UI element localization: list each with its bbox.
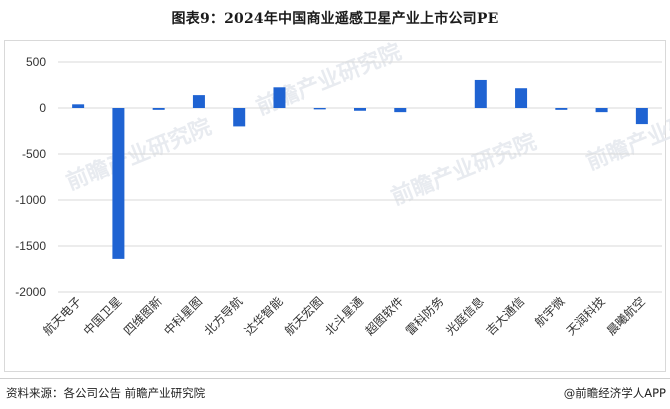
y-tick-label: -1500 bbox=[15, 239, 46, 253]
x-tick-label: 晨曦航空 bbox=[603, 294, 648, 339]
brand-credit: @前瞻经济学人APP bbox=[563, 386, 666, 400]
x-tick-label: 航宇微 bbox=[531, 294, 567, 330]
chart-frame bbox=[4, 40, 666, 372]
bar bbox=[273, 87, 286, 108]
bar bbox=[595, 108, 608, 113]
watermark-text-2: 前瞻产业研究院 bbox=[388, 129, 541, 211]
bar bbox=[152, 108, 165, 110]
x-tick-label: 天润科技 bbox=[564, 294, 608, 338]
bar bbox=[635, 108, 648, 125]
y-tick-label: -2000 bbox=[15, 285, 46, 299]
x-tick-label: 航天宏图 bbox=[281, 294, 326, 339]
x-tick-label: 吉大通信 bbox=[483, 294, 527, 338]
x-tick-label: 航天电子 bbox=[40, 294, 85, 339]
source-note: 资料来源：各公司公告 前瞻产业研究院 bbox=[6, 386, 206, 400]
x-tick-label: 中科星图 bbox=[160, 294, 205, 339]
bar bbox=[474, 79, 487, 108]
bar bbox=[394, 108, 407, 113]
bar bbox=[555, 108, 568, 110]
footer: 资料来源：各公司公告 前瞻产业研究院 @前瞻经济学人APP bbox=[0, 378, 670, 407]
x-tick-label: 北方导航 bbox=[201, 294, 246, 339]
x-tick-label: 光庭信息 bbox=[442, 294, 487, 339]
x-tick-label: 达华智能 bbox=[241, 294, 286, 339]
x-tick-label: 四维图新 bbox=[120, 294, 165, 339]
x-tick-label: 北斗星通 bbox=[322, 294, 366, 338]
bar bbox=[313, 108, 326, 110]
chart-title: 图表9：2024年中国商业遥感卫星产业上市公司PE bbox=[171, 11, 499, 27]
bar bbox=[515, 88, 528, 108]
y-tick-label: -1000 bbox=[15, 193, 46, 207]
grid-lines bbox=[58, 61, 662, 293]
bars bbox=[72, 79, 648, 259]
y-tick-label: 500 bbox=[26, 55, 46, 69]
bar bbox=[72, 104, 85, 108]
x-tick-label: 超图软件 bbox=[362, 294, 407, 339]
x-axis-labels: 航天电子中国卫星四维图新中科星图北方导航达华智能航天宏图北斗星通超图软件雷科防务… bbox=[40, 294, 648, 339]
y-tick-label: 0 bbox=[39, 101, 46, 115]
y-axis-ticks: 500 0 -500 -1000 -1500 -2000 bbox=[15, 55, 46, 299]
bar bbox=[192, 95, 205, 108]
x-tick-label: 中国卫星 bbox=[80, 294, 125, 339]
bar bbox=[233, 108, 246, 127]
watermark-text-0: 前瞻产业研究院 bbox=[63, 114, 216, 196]
bar bbox=[354, 108, 366, 111]
bar bbox=[112, 108, 125, 259]
x-tick-label: 雷科防务 bbox=[402, 294, 447, 339]
y-tick-label: -500 bbox=[22, 147, 46, 161]
watermark-text-3: 前瞻产业研究院 bbox=[583, 94, 670, 176]
